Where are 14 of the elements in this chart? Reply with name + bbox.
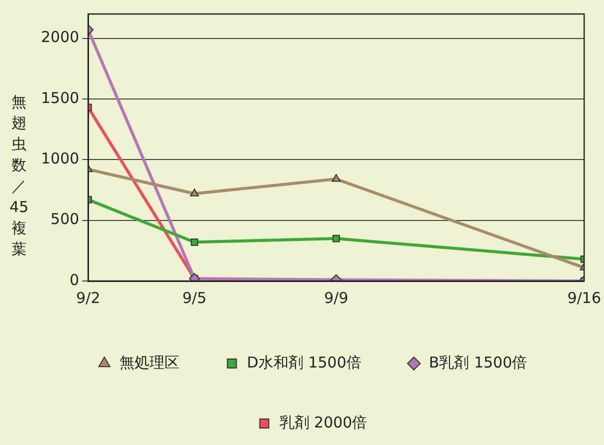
y-tick-label: 1000 — [40, 150, 80, 168]
legend-label: 無処理区 — [119, 353, 180, 372]
x-tick-label: 9/5 — [182, 288, 207, 307]
y-tick-label: 500 — [50, 210, 80, 228]
x-tick-label: 9/16 — [567, 288, 601, 307]
y-axis-title: 無翅虫数／45複葉 — [8, 92, 30, 260]
y-tick-label: 1500 — [40, 88, 80, 107]
y-tick-label: 2000 — [40, 28, 80, 46]
legend-label: B乳剤 1500倍 — [428, 353, 528, 372]
x-tick-label: 9/2 — [76, 288, 100, 307]
legend-label: 乳剤 2000倍 — [279, 413, 368, 432]
y-tick-label: 0 — [70, 270, 80, 289]
x-tick-label: 9/9 — [324, 288, 348, 307]
legend-label: D水和剤 1500倍 — [246, 353, 362, 372]
